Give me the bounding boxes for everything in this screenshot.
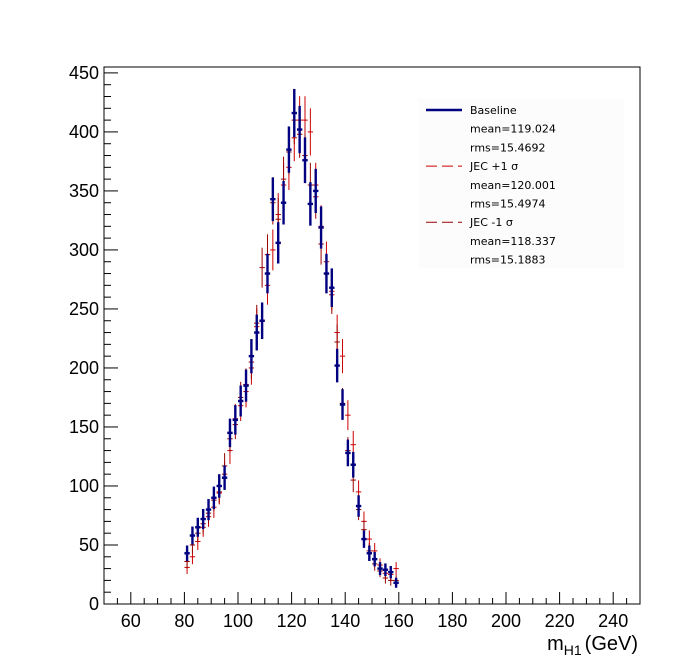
legend-entry: mean=118.337	[470, 235, 556, 248]
x-tick-label: 120	[277, 611, 307, 631]
y-tick-label: 0	[89, 594, 99, 614]
data-point	[238, 385, 244, 417]
series-2	[184, 96, 399, 586]
data-point	[232, 405, 238, 435]
y-tick-label: 350	[69, 181, 99, 201]
data-point	[313, 168, 319, 214]
y-tick-label: 200	[69, 358, 99, 378]
x-tick-label: 160	[384, 611, 414, 631]
data-point	[318, 206, 324, 249]
data-point	[291, 88, 297, 138]
y-tick-label: 250	[69, 299, 99, 319]
y-tick-label: 450	[69, 63, 99, 83]
data-point	[211, 486, 217, 509]
data-point	[393, 562, 399, 576]
data-point	[339, 389, 346, 420]
data-point	[184, 545, 190, 561]
x-tick-label: 100	[223, 611, 253, 631]
data-point	[195, 517, 201, 537]
data-point	[227, 418, 233, 448]
data-point	[377, 562, 383, 576]
x-tick-label: 80	[174, 611, 194, 631]
data-point	[388, 566, 394, 579]
data-point	[350, 451, 356, 478]
data-point	[372, 551, 378, 567]
data-point	[307, 108, 314, 156]
data-point	[221, 465, 228, 490]
data-point	[270, 177, 276, 222]
data-point	[382, 563, 389, 577]
data-point	[200, 509, 206, 530]
data-point	[345, 400, 351, 431]
data-point	[264, 253, 271, 294]
data-point	[366, 545, 372, 561]
legend-entry: Baseline	[470, 104, 517, 117]
data-point	[216, 474, 222, 498]
y-tick-label: 50	[79, 535, 99, 555]
legend-entry: rms=15.4974	[470, 198, 545, 211]
y-tick-label: 100	[69, 476, 99, 496]
data-point	[189, 526, 196, 545]
data-point	[286, 126, 292, 173]
data-point	[361, 530, 367, 548]
legend-entry: mean=120.001	[470, 179, 556, 192]
data-point	[259, 247, 265, 288]
x-tick-label: 220	[545, 611, 575, 631]
series-1	[184, 96, 399, 581]
data-point	[334, 348, 340, 383]
data-point	[243, 369, 249, 402]
data-point	[205, 499, 212, 521]
series-0	[184, 88, 399, 588]
data-point	[275, 222, 281, 264]
legend-entry: JEC +1 σ	[469, 160, 518, 173]
x-tick-label: 200	[491, 611, 521, 631]
data-point	[307, 182, 314, 226]
data-point	[259, 302, 265, 340]
data-point	[355, 495, 362, 517]
x-tick-label: 60	[121, 611, 141, 631]
x-tick-label: 240	[598, 611, 628, 631]
legend-entry: rms=15.4692	[470, 141, 545, 154]
data-point	[339, 339, 346, 374]
x-tick-label: 180	[437, 611, 467, 631]
data-point	[280, 180, 287, 225]
data-point	[248, 339, 255, 374]
data-point	[393, 577, 399, 588]
legend-entry: JEC -1 σ	[469, 216, 513, 229]
data-point	[296, 105, 303, 154]
data-point	[270, 229, 276, 271]
legend-box	[418, 98, 624, 268]
data-point	[254, 314, 260, 351]
x-axis-label: mH1 (GeV)	[547, 633, 638, 658]
y-tick-label: 300	[69, 240, 99, 260]
data-point	[302, 137, 308, 184]
y-tick-label: 400	[69, 122, 99, 142]
legend-entry: mean=119.024	[470, 123, 556, 136]
data-point	[323, 253, 330, 294]
y-tick-label: 150	[69, 417, 99, 437]
data-point	[345, 439, 351, 467]
legend-entry: rms=15.1883	[470, 254, 545, 267]
data-point	[329, 268, 335, 308]
x-tick-label: 140	[330, 611, 360, 631]
